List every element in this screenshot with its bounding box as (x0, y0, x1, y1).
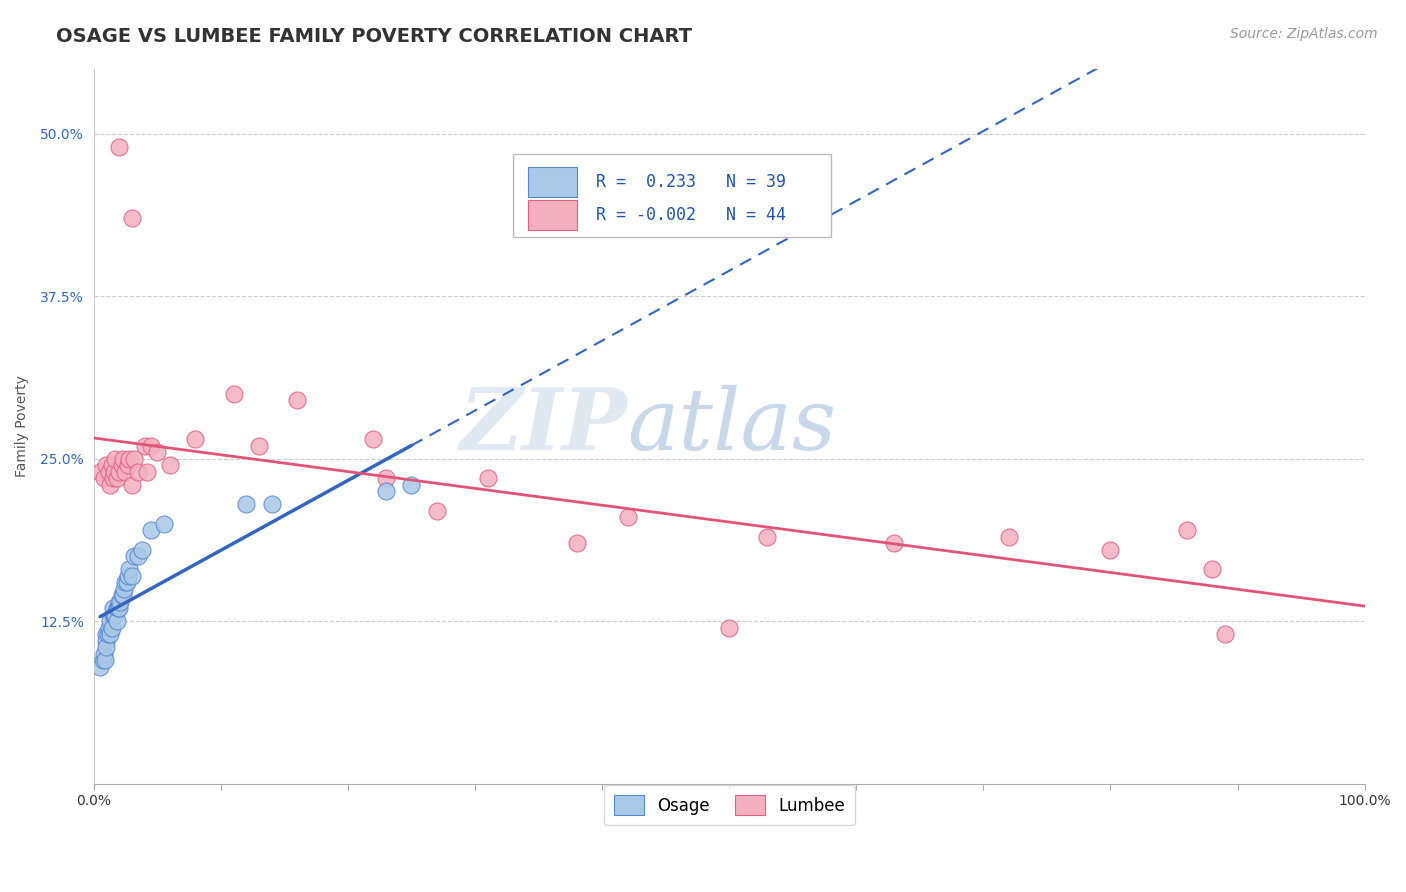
Text: atlas: atlas (627, 384, 837, 467)
Point (146, 445, 169, 459)
Point (235, 497, 257, 511)
Point (152, 516, 174, 531)
Point (101, 601, 124, 615)
Point (136, 465, 159, 479)
Point (139, 523, 162, 537)
Point (105, 471, 128, 485)
Point (103, 465, 125, 479)
Point (98, 477, 121, 491)
Point (1213, 627, 1236, 641)
Point (96, 458, 118, 472)
Text: R =  0.233   N = 39: R = 0.233 N = 39 (596, 172, 786, 191)
Point (363, 432, 385, 446)
Point (114, 465, 136, 479)
Point (1099, 542, 1122, 557)
Point (105, 614, 128, 628)
Point (117, 568, 139, 582)
Point (97, 465, 120, 479)
Text: Source: ZipAtlas.com: Source: ZipAtlas.com (1230, 27, 1378, 41)
Point (107, 601, 129, 615)
Point (260, 497, 283, 511)
Point (718, 621, 741, 635)
Point (96, 633, 118, 648)
Point (565, 536, 588, 550)
FancyBboxPatch shape (513, 154, 831, 236)
Text: R = -0.002   N = 44: R = -0.002 N = 44 (596, 206, 786, 224)
Point (105, 601, 128, 615)
Point (98, 614, 121, 628)
Legend: Osage, Lumbee: Osage, Lumbee (603, 785, 855, 825)
Point (108, 465, 131, 479)
Point (97, 621, 120, 635)
Point (114, 575, 136, 590)
Point (96, 627, 118, 641)
Point (134, 439, 156, 453)
Point (112, 582, 135, 596)
Point (93, 471, 115, 485)
Point (127, 549, 149, 564)
Point (94, 653, 117, 667)
Point (104, 451, 127, 466)
Point (375, 484, 398, 499)
Bar (529, 200, 576, 230)
Point (100, 458, 122, 472)
Point (89, 465, 111, 479)
Point (121, 477, 143, 491)
Point (115, 575, 138, 590)
Point (883, 536, 905, 550)
Point (1175, 523, 1198, 537)
Point (616, 510, 638, 524)
Point (124, 451, 146, 466)
Point (110, 595, 132, 609)
Point (97, 627, 120, 641)
Y-axis label: Family Poverty: Family Poverty (15, 376, 30, 477)
Point (131, 542, 153, 557)
Point (101, 471, 124, 485)
Point (124, 549, 146, 564)
Point (98, 627, 121, 641)
Point (108, 139, 131, 153)
Point (89, 659, 111, 673)
Point (375, 471, 398, 485)
Point (111, 588, 134, 602)
Point (401, 477, 423, 491)
Bar (529, 167, 576, 196)
Point (103, 607, 125, 622)
Point (121, 568, 143, 582)
Point (104, 607, 127, 622)
Point (108, 595, 131, 609)
Point (756, 530, 779, 544)
Point (100, 621, 122, 635)
Point (285, 393, 308, 408)
Point (117, 458, 139, 472)
Point (184, 432, 207, 446)
Point (121, 211, 143, 225)
Point (111, 458, 134, 472)
Point (1201, 562, 1223, 576)
Point (111, 588, 134, 602)
Point (96, 640, 118, 655)
Point (118, 562, 141, 576)
Point (426, 503, 449, 517)
Point (101, 607, 124, 622)
Text: ZIP: ZIP (460, 384, 627, 468)
Point (91, 653, 114, 667)
Point (998, 530, 1021, 544)
Point (127, 465, 149, 479)
Point (139, 439, 162, 453)
Point (93, 647, 115, 661)
Point (222, 386, 245, 401)
Point (111, 451, 134, 466)
Point (108, 601, 131, 615)
Point (477, 471, 499, 485)
Point (247, 439, 270, 453)
Text: OSAGE VS LUMBEE FAMILY POVERTY CORRELATION CHART: OSAGE VS LUMBEE FAMILY POVERTY CORRELATI… (56, 27, 692, 45)
Point (118, 451, 141, 466)
Point (159, 458, 181, 472)
